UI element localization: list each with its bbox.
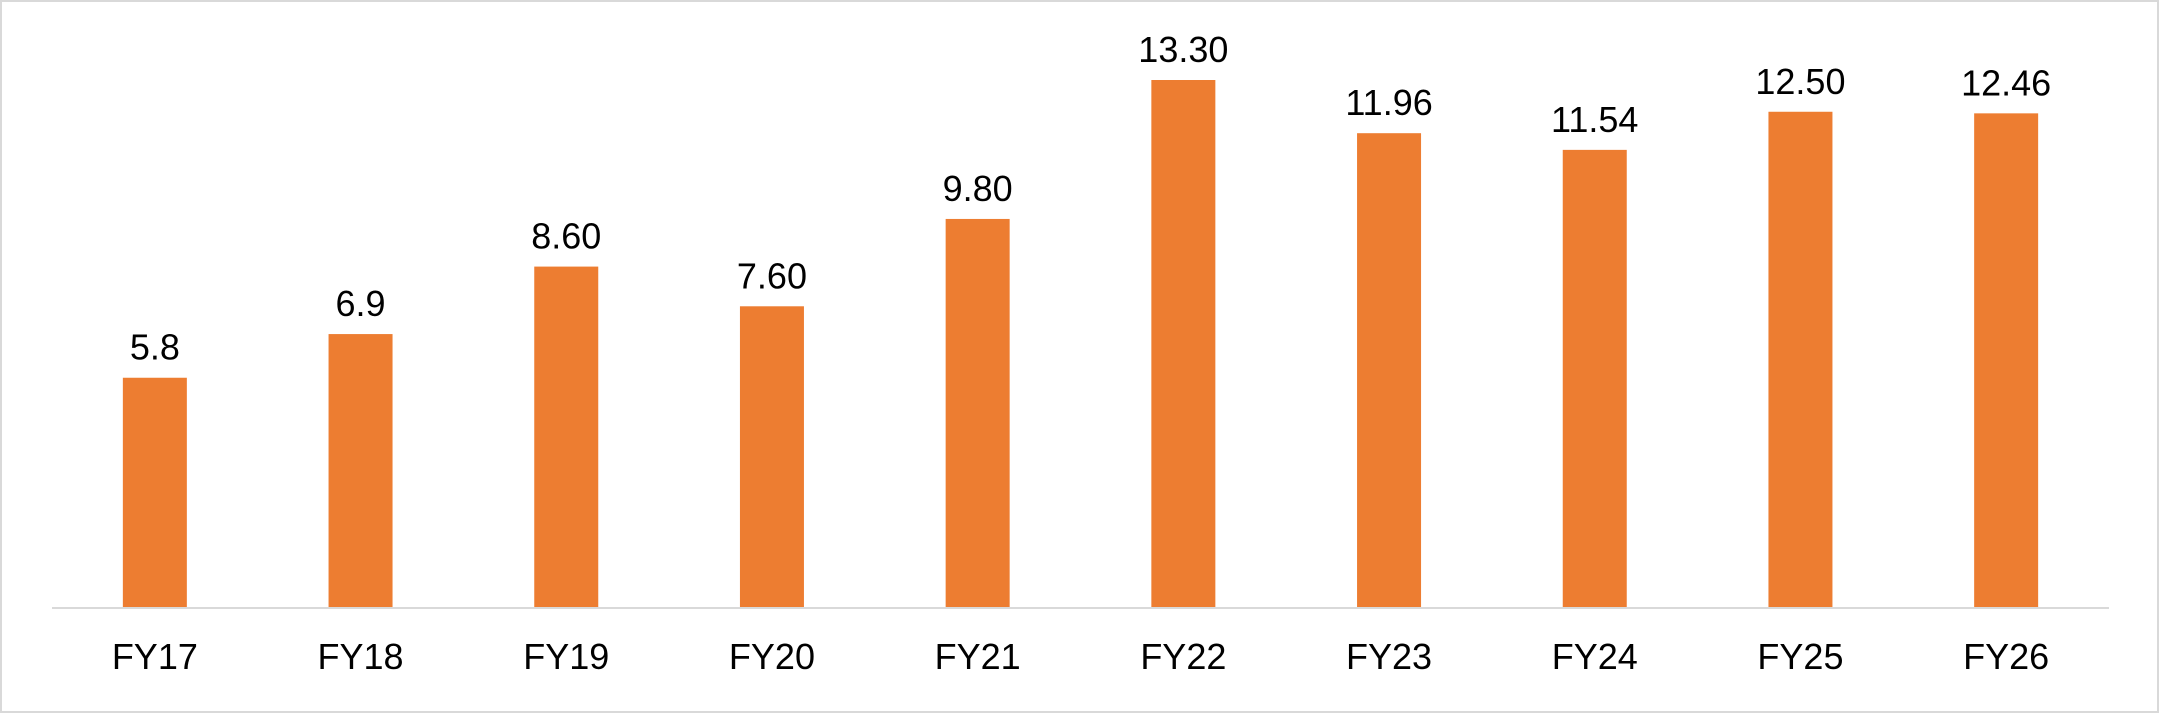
x-tick-label-fy17: FY17 (112, 636, 198, 677)
bar-fy20 (739, 306, 804, 608)
bar-fy22 (1151, 80, 1216, 608)
bar-fy25 (1768, 111, 1833, 608)
data-label-fy20: 7.60 (737, 255, 807, 296)
data-label-fy22: 13.30 (1138, 29, 1228, 70)
x-tick-labels-group: FY17 FY18 FY19 FY20 FY21 FY22 FY23 FY24 FY25 FY26 (112, 636, 2049, 677)
data-label-fy19: 8.60 (531, 216, 601, 257)
data-label-fy23: 11.96 (1345, 82, 1432, 123)
x-tick-label-fy24: FY24 (1552, 636, 1638, 677)
data-label-fy18: 6.9 (336, 283, 386, 324)
bar-fy23 (1357, 133, 1422, 608)
bar-fy18 (328, 334, 393, 608)
x-tick-label-fy25: FY25 (1757, 636, 1843, 677)
x-tick-label-fy19: FY19 (523, 636, 609, 677)
data-label-fy24: 11.54 (1551, 99, 1638, 140)
x-tick-label-fy26: FY26 (1963, 636, 2049, 677)
x-tick-label-fy21: FY21 (935, 636, 1021, 677)
bar-fy17 (122, 377, 187, 608)
data-label-fy26: 12.46 (1961, 62, 2051, 103)
data-label-fy17: 5.8 (130, 327, 180, 368)
bar-fy19 (534, 266, 599, 608)
data-labels-group: 5.8 6.9 8.60 7.60 9.80 13.30 11.96 11.54 12.50 12… (130, 29, 2051, 368)
data-label-fy21: 9.80 (943, 168, 1013, 209)
bars-group (122, 80, 2039, 609)
bar-fy24 (1562, 149, 1627, 609)
bar-fy26 (1974, 113, 2039, 609)
data-label-fy25: 12.50 (1755, 61, 1845, 102)
x-tick-label-fy20: FY20 (729, 636, 815, 677)
bar-fy21 (945, 218, 1010, 608)
x-tick-label-fy18: FY18 (318, 636, 404, 677)
x-tick-label-fy22: FY22 (1140, 636, 1226, 677)
x-tick-label-fy23: FY23 (1346, 636, 1432, 677)
